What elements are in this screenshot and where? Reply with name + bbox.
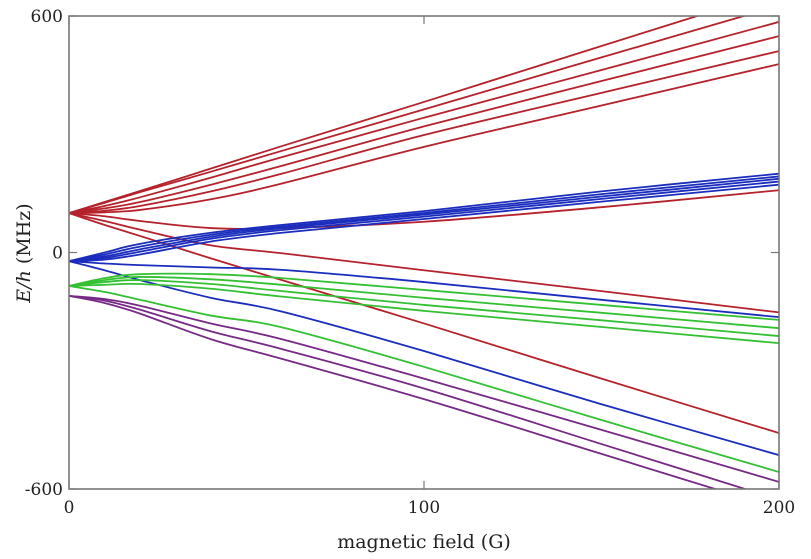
plot-frame [68, 15, 780, 490]
series-line-green-17 [69, 276, 779, 330]
y-axis-label-symbol: E/h [13, 270, 35, 304]
series-line-blue-15 [69, 260, 779, 456]
series-line-blue-12 [69, 180, 779, 263]
series-line-blue-14 [69, 260, 779, 319]
series-line-red-2 [69, 21, 779, 214]
series-line-blue-11 [69, 177, 779, 263]
series-line-red-6 [69, 189, 779, 230]
series-line-blue-9 [69, 172, 779, 263]
series-line-red-8 [69, 212, 779, 434]
series-line-purple-23 [69, 294, 719, 489]
series-line-green-20 [69, 285, 779, 473]
series-group [69, 16, 779, 489]
series-line-green-18 [69, 279, 779, 337]
x-axis-label: magnetic field (G) [337, 531, 511, 553]
series-line-red-4 [69, 50, 779, 214]
y-axis-label-unit: (MHz) [13, 203, 35, 264]
y-axis-label: E/h (MHz) [13, 203, 35, 303]
series-line-red-1 [69, 16, 747, 214]
series-line-blue-10 [69, 175, 779, 263]
series-line-red-5 [69, 63, 779, 214]
series-line-red-3 [69, 35, 779, 214]
x-tick-label: 100 [408, 498, 440, 518]
series-line-purple-21 [69, 294, 779, 483]
series-line-green-19 [69, 282, 779, 345]
series-line-green-16 [69, 272, 779, 321]
y-tick-label: -600 [25, 480, 63, 500]
series-line-red-7 [69, 212, 779, 314]
series-line-blue-13 [69, 183, 779, 263]
y-tick-label: 600 [31, 7, 63, 27]
y-tick-label: 0 [52, 244, 63, 264]
series-line-purple-22 [69, 294, 749, 489]
x-tick-label: 0 [64, 498, 75, 518]
x-tick-label: 200 [763, 498, 795, 518]
